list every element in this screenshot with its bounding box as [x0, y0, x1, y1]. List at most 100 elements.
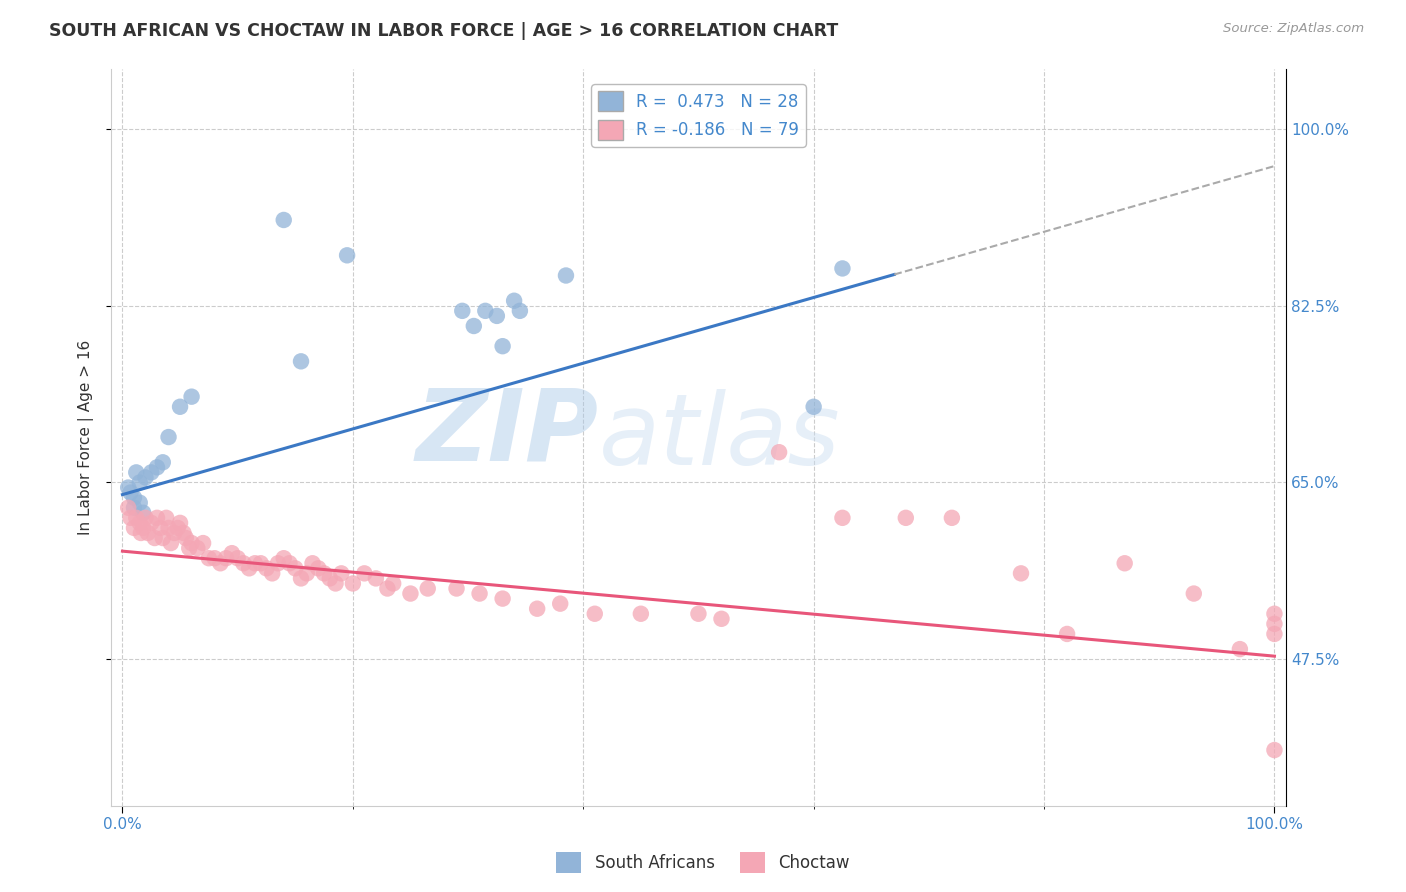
Point [243, 556, 266, 570]
Point [120, 511, 142, 525]
Point [342, 576, 364, 591]
Point [238, 561, 260, 575]
Point [803, 400, 825, 414]
Point [377, 582, 399, 596]
Point [180, 390, 202, 404]
Point [583, 607, 606, 621]
Point [120, 485, 142, 500]
Point [232, 556, 254, 570]
Point [831, 261, 853, 276]
Point [364, 571, 387, 585]
Point [179, 541, 201, 555]
Point [122, 500, 145, 515]
Point [125, 466, 148, 480]
Point [169, 400, 191, 414]
Point [136, 526, 159, 541]
Point [152, 531, 174, 545]
Point [180, 536, 202, 550]
Point [474, 303, 496, 318]
Point [226, 551, 249, 566]
Point [141, 466, 163, 480]
Point [312, 566, 335, 581]
Point [146, 460, 169, 475]
Point [509, 303, 531, 318]
Point [273, 551, 295, 566]
Text: Source: ZipAtlas.com: Source: ZipAtlas.com [1223, 22, 1364, 36]
Point [117, 500, 139, 515]
Point [122, 521, 145, 535]
Point [122, 491, 145, 505]
Point [1010, 566, 1032, 581]
Point [174, 531, 197, 545]
Text: SOUTH AFRICAN VS CHOCTAW IN LABOR FORCE | AGE > 16 CORRELATION CHART: SOUTH AFRICAN VS CHOCTAW IN LABOR FORCE … [49, 22, 838, 40]
Point [555, 268, 578, 283]
Point [134, 511, 156, 525]
Point [485, 309, 508, 323]
Point [688, 607, 710, 621]
Point [941, 511, 963, 525]
Point [267, 556, 290, 570]
Point [325, 576, 347, 591]
Point [1182, 586, 1205, 600]
Point [155, 511, 177, 525]
Point [273, 213, 295, 227]
Legend: South Africans, Choctaw: South Africans, Choctaw [550, 846, 856, 880]
Point [307, 561, 329, 575]
Point [157, 430, 180, 444]
Point [128, 496, 150, 510]
Point [157, 521, 180, 535]
Point [336, 248, 359, 262]
Point [256, 561, 278, 575]
Point [399, 586, 422, 600]
Point [463, 318, 485, 333]
Point [249, 556, 271, 570]
Point [1263, 616, 1285, 631]
Point [446, 582, 468, 596]
Point [141, 516, 163, 530]
Point [630, 607, 652, 621]
Point [262, 566, 284, 581]
Point [129, 526, 152, 541]
Y-axis label: In Labor Force | Age > 16: In Labor Force | Age > 16 [79, 340, 94, 534]
Point [128, 475, 150, 490]
Point [191, 536, 214, 550]
Point [134, 470, 156, 484]
Point [353, 566, 375, 581]
Point [186, 541, 208, 555]
Point [468, 586, 491, 600]
Point [894, 511, 917, 525]
Point [451, 303, 474, 318]
Point [290, 571, 312, 585]
Point [710, 612, 733, 626]
Point [146, 511, 169, 525]
Point [831, 511, 853, 525]
Point [173, 526, 195, 541]
Point [416, 582, 439, 596]
Point [198, 551, 221, 566]
Legend: R =  0.473   N = 28, R = -0.186   N = 79: R = 0.473 N = 28, R = -0.186 N = 79 [591, 84, 806, 146]
Point [132, 521, 155, 535]
Point [125, 511, 148, 525]
Point [295, 566, 318, 581]
Point [169, 516, 191, 530]
Point [1114, 556, 1136, 570]
Point [209, 556, 232, 570]
Point [382, 576, 405, 591]
Point [117, 481, 139, 495]
Point [503, 293, 526, 308]
Point [491, 591, 513, 606]
Point [163, 526, 186, 541]
Point [491, 339, 513, 353]
Point [132, 506, 155, 520]
Point [152, 455, 174, 469]
Point [215, 551, 238, 566]
Point [278, 556, 301, 570]
Point [330, 566, 353, 581]
Point [160, 536, 183, 550]
Text: ZIP: ZIP [416, 384, 599, 482]
Point [1263, 743, 1285, 757]
Point [284, 561, 307, 575]
Point [301, 556, 323, 570]
Point [290, 354, 312, 368]
Point [221, 546, 243, 560]
